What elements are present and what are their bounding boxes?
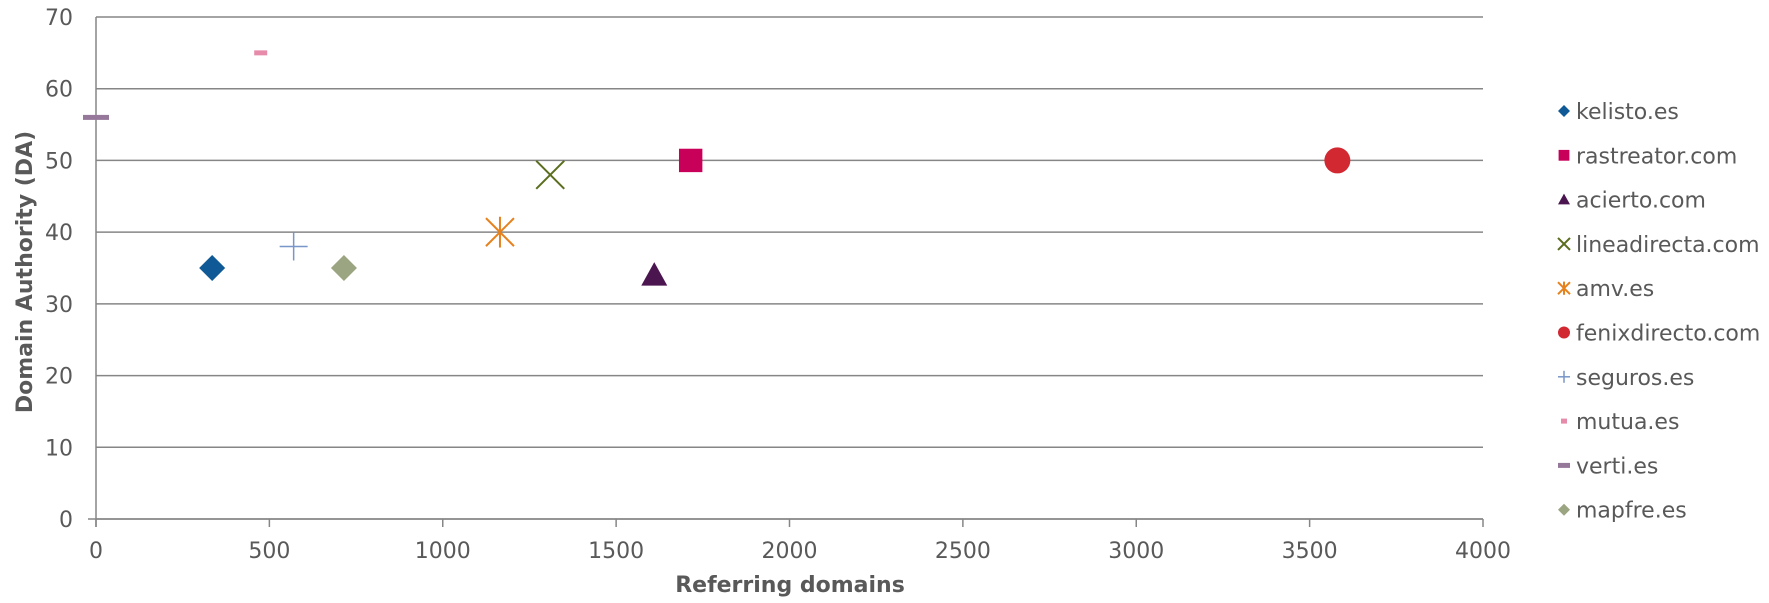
y-tick-label: 40	[45, 221, 73, 246]
legend-entry: mapfre.es	[1558, 499, 1687, 524]
legend-entry: amv.es	[1557, 277, 1654, 302]
legend-marker	[1558, 370, 1570, 383]
legend-marker	[1558, 462, 1570, 468]
legend-label: acierto.com	[1576, 189, 1706, 214]
data-point	[535, 160, 565, 190]
x-tick-label: 2500	[935, 539, 991, 564]
x-tick-label: 3000	[1108, 539, 1164, 564]
legend: kelisto.es rastreator.com acierto.com linea…	[1557, 100, 1760, 524]
legend-label: lineadirecta.com	[1576, 233, 1760, 258]
x-tick-label: 500	[248, 539, 290, 564]
legend-marker	[1558, 105, 1570, 117]
legend-label: seguros.es	[1576, 366, 1694, 391]
legend-entry: kelisto.es	[1558, 100, 1679, 125]
y-tick-label: 0	[59, 508, 73, 533]
legend-label: mutua.es	[1576, 410, 1679, 435]
legend-entry: mutua.es	[1561, 410, 1679, 435]
legend-label: fenixdirecto.com	[1576, 322, 1760, 347]
legend-marker	[1561, 418, 1567, 424]
data-points	[83, 50, 1351, 286]
y-tick-label: 20	[45, 365, 73, 390]
legend-entry: seguros.es	[1558, 366, 1694, 391]
legend-marker	[1558, 149, 1570, 161]
y-tick-label: 50	[45, 149, 73, 174]
x-axis-title: Referring domains	[675, 573, 905, 598]
x-tick-label: 1500	[588, 539, 644, 564]
data-point	[254, 50, 268, 56]
legend-entry: lineadirecta.com	[1557, 233, 1760, 258]
x-tick-label: 4000	[1455, 539, 1511, 564]
legend-label: kelisto.es	[1576, 100, 1679, 125]
y-axis-title: Domain Authority (DA)	[13, 131, 38, 413]
legend-label: verti.es	[1576, 454, 1658, 479]
y-tick-label: 60	[45, 78, 73, 103]
x-tick-label: 2000	[762, 539, 818, 564]
y-tick-label: 70	[45, 6, 73, 31]
y-tick-label: 10	[45, 436, 73, 461]
data-point	[279, 232, 308, 261]
legend-marker	[1557, 281, 1571, 295]
data-point	[641, 262, 668, 286]
legend-label: mapfre.es	[1576, 499, 1687, 524]
legend-label: rastreator.com	[1576, 144, 1737, 169]
data-point	[485, 216, 515, 248]
data-point	[330, 255, 357, 281]
legend-entry: fenixdirecto.com	[1558, 322, 1760, 347]
data-point	[83, 114, 109, 120]
marker-stroke	[1557, 237, 1571, 251]
data-point	[1324, 147, 1351, 174]
marker-stroke	[535, 160, 565, 190]
legend-marker	[1557, 237, 1571, 251]
y-tick-label: 30	[45, 293, 73, 318]
axes: 0 10 20 30 40 50 60 70 0 500 1000 1500 2000 2500 3000 3…	[45, 6, 1511, 564]
legend-marker	[1558, 326, 1570, 339]
x-tick-label: 3500	[1282, 539, 1338, 564]
x-tick-label: 1000	[415, 539, 471, 564]
legend-label: amv.es	[1576, 277, 1654, 302]
legend-marker	[1558, 193, 1570, 205]
data-point	[199, 255, 226, 281]
data-point	[678, 148, 703, 173]
x-tick-label: 0	[89, 539, 103, 564]
legend-entry: verti.es	[1558, 454, 1658, 479]
legend-marker	[1558, 503, 1570, 516]
legend-entry: rastreator.com	[1558, 144, 1737, 169]
legend-entry: acierto.com	[1558, 189, 1706, 214]
gridlines	[96, 16, 1483, 520]
